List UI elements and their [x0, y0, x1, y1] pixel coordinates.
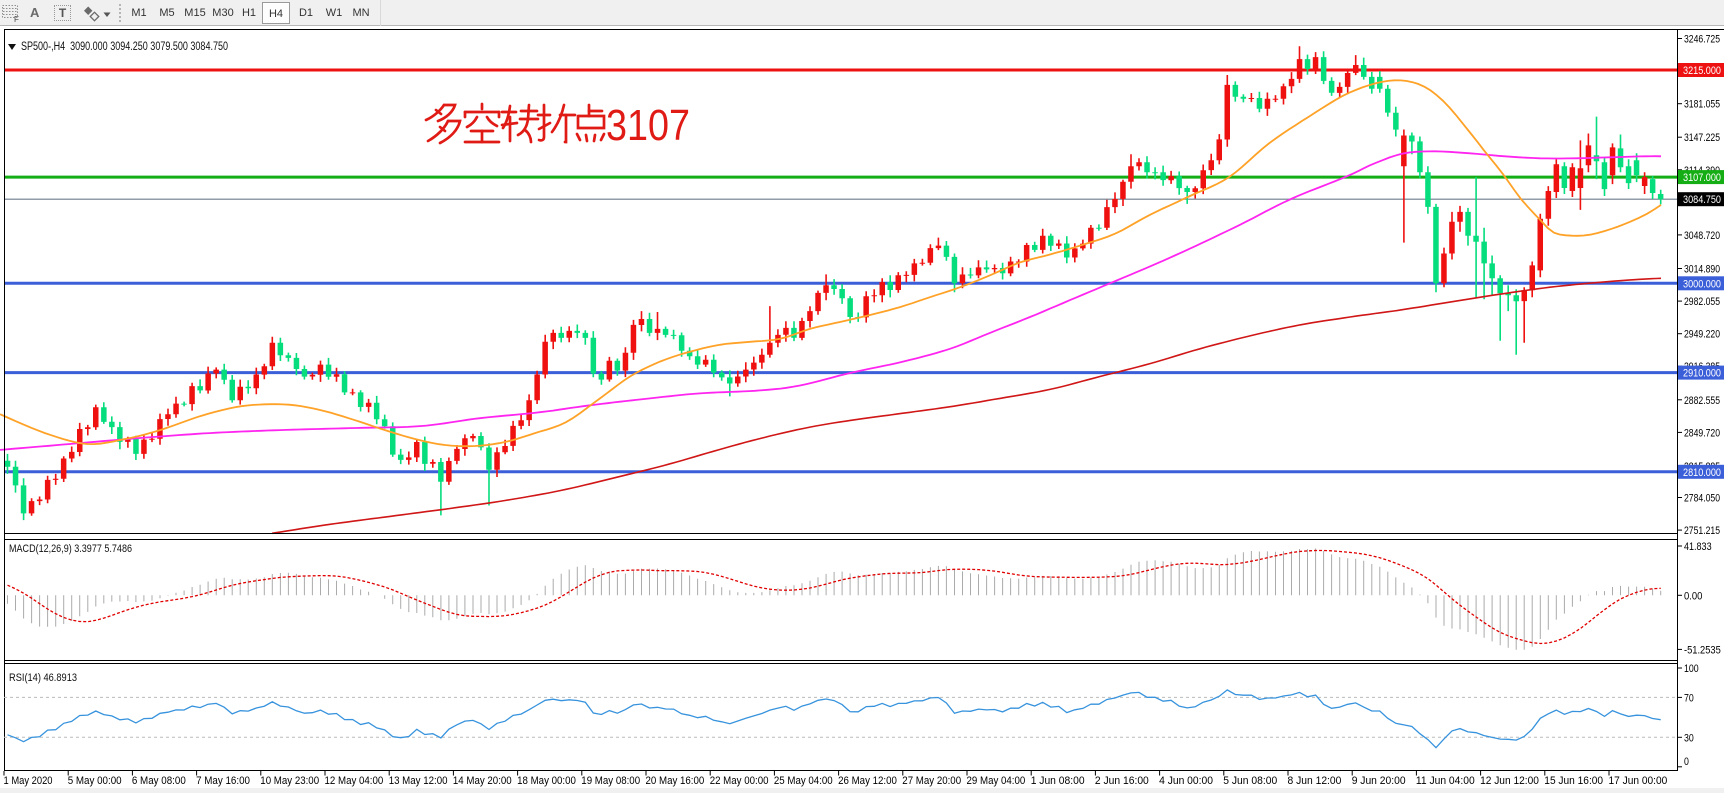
svg-text:13 May 12:00: 13 May 12:00 [389, 775, 448, 787]
svg-text:25 May 04:00: 25 May 04:00 [774, 775, 833, 787]
svg-text:8 Jun 12:00: 8 Jun 12:00 [1288, 775, 1342, 787]
svg-text:1 May 2020: 1 May 2020 [4, 775, 53, 787]
svg-text:3084.750: 3084.750 [1683, 194, 1721, 206]
svg-text:4 Jun 00:00: 4 Jun 00:00 [1159, 775, 1213, 787]
svg-text:100: 100 [1684, 663, 1699, 675]
svg-text:5 May 00:00: 5 May 00:00 [68, 775, 122, 787]
svg-text:12 Jun 12:00: 12 Jun 12:00 [1480, 775, 1539, 787]
svg-text:3107.000: 3107.000 [1683, 172, 1721, 184]
svg-text:3000.000: 3000.000 [1683, 278, 1721, 290]
svg-text:3246.725: 3246.725 [1684, 34, 1720, 46]
svg-text:2910.000: 2910.000 [1683, 368, 1721, 380]
svg-text:2784.050: 2784.050 [1684, 493, 1720, 505]
svg-text:2949.220: 2949.220 [1684, 329, 1720, 341]
svg-text:18 May 00:00: 18 May 00:00 [517, 775, 576, 787]
svg-text:2982.055: 2982.055 [1684, 296, 1720, 308]
svg-text:2882.555: 2882.555 [1684, 395, 1720, 407]
svg-text:3147.225: 3147.225 [1684, 132, 1720, 144]
svg-text:15 Jun 16:00: 15 Jun 16:00 [1544, 775, 1603, 787]
svg-text:9 Jun 20:00: 9 Jun 20:00 [1352, 775, 1406, 787]
svg-text:12 May 04:00: 12 May 04:00 [325, 775, 384, 787]
svg-text:F: F [14, 15, 19, 23]
svg-text:3215.000: 3215.000 [1683, 65, 1721, 77]
svg-text:41.833: 41.833 [1684, 541, 1712, 553]
svg-text:1 Jun 08:00: 1 Jun 08:00 [1031, 775, 1085, 787]
svg-text:3048.720: 3048.720 [1684, 230, 1720, 242]
svg-text:5 Jun 08:00: 5 Jun 08:00 [1223, 775, 1277, 787]
svg-text:19 May 08:00: 19 May 08:00 [581, 775, 640, 787]
svg-text:3181.055: 3181.055 [1684, 99, 1720, 111]
svg-text:6 May 08:00: 6 May 08:00 [132, 775, 186, 787]
svg-text:2810.000: 2810.000 [1683, 467, 1721, 479]
svg-text:29 May 04:00: 29 May 04:00 [967, 775, 1026, 787]
svg-text:10 May 23:00: 10 May 23:00 [260, 775, 319, 787]
svg-text:7 May 16:00: 7 May 16:00 [196, 775, 250, 787]
svg-text:22 May 00:00: 22 May 00:00 [710, 775, 769, 787]
svg-text:14 May 20:00: 14 May 20:00 [453, 775, 512, 787]
svg-text:3107: 3107 [606, 101, 690, 150]
svg-text:27 May 20:00: 27 May 20:00 [902, 775, 961, 787]
svg-text:2751.215: 2751.215 [1684, 525, 1720, 537]
svg-text:RSI(14) 46.8913: RSI(14) 46.8913 [9, 672, 77, 684]
svg-text:3014.890: 3014.890 [1684, 264, 1720, 276]
svg-text:70: 70 [1684, 692, 1694, 704]
svg-text:11 Jun 04:00: 11 Jun 04:00 [1416, 775, 1475, 787]
svg-text:0: 0 [1684, 756, 1689, 768]
svg-text:0.00: 0.00 [1684, 590, 1702, 602]
svg-text:-51.2535: -51.2535 [1684, 644, 1721, 656]
svg-text:30: 30 [1684, 732, 1694, 744]
svg-text:SP500-,H4 3090.000 3094.250 3: SP500-,H4 3090.000 3094.250 3079.500 308… [21, 41, 228, 53]
svg-text:17 Jun 00:00: 17 Jun 00:00 [1609, 775, 1668, 787]
svg-text:MACD(12,26,9) 3.3977 5.7486: MACD(12,26,9) 3.3977 5.7486 [9, 543, 132, 555]
svg-text:26 May 12:00: 26 May 12:00 [838, 775, 897, 787]
svg-text:20 May 16:00: 20 May 16:00 [646, 775, 705, 787]
svg-text:2 Jun 16:00: 2 Jun 16:00 [1095, 775, 1149, 787]
svg-text:2849.720: 2849.720 [1684, 427, 1720, 439]
